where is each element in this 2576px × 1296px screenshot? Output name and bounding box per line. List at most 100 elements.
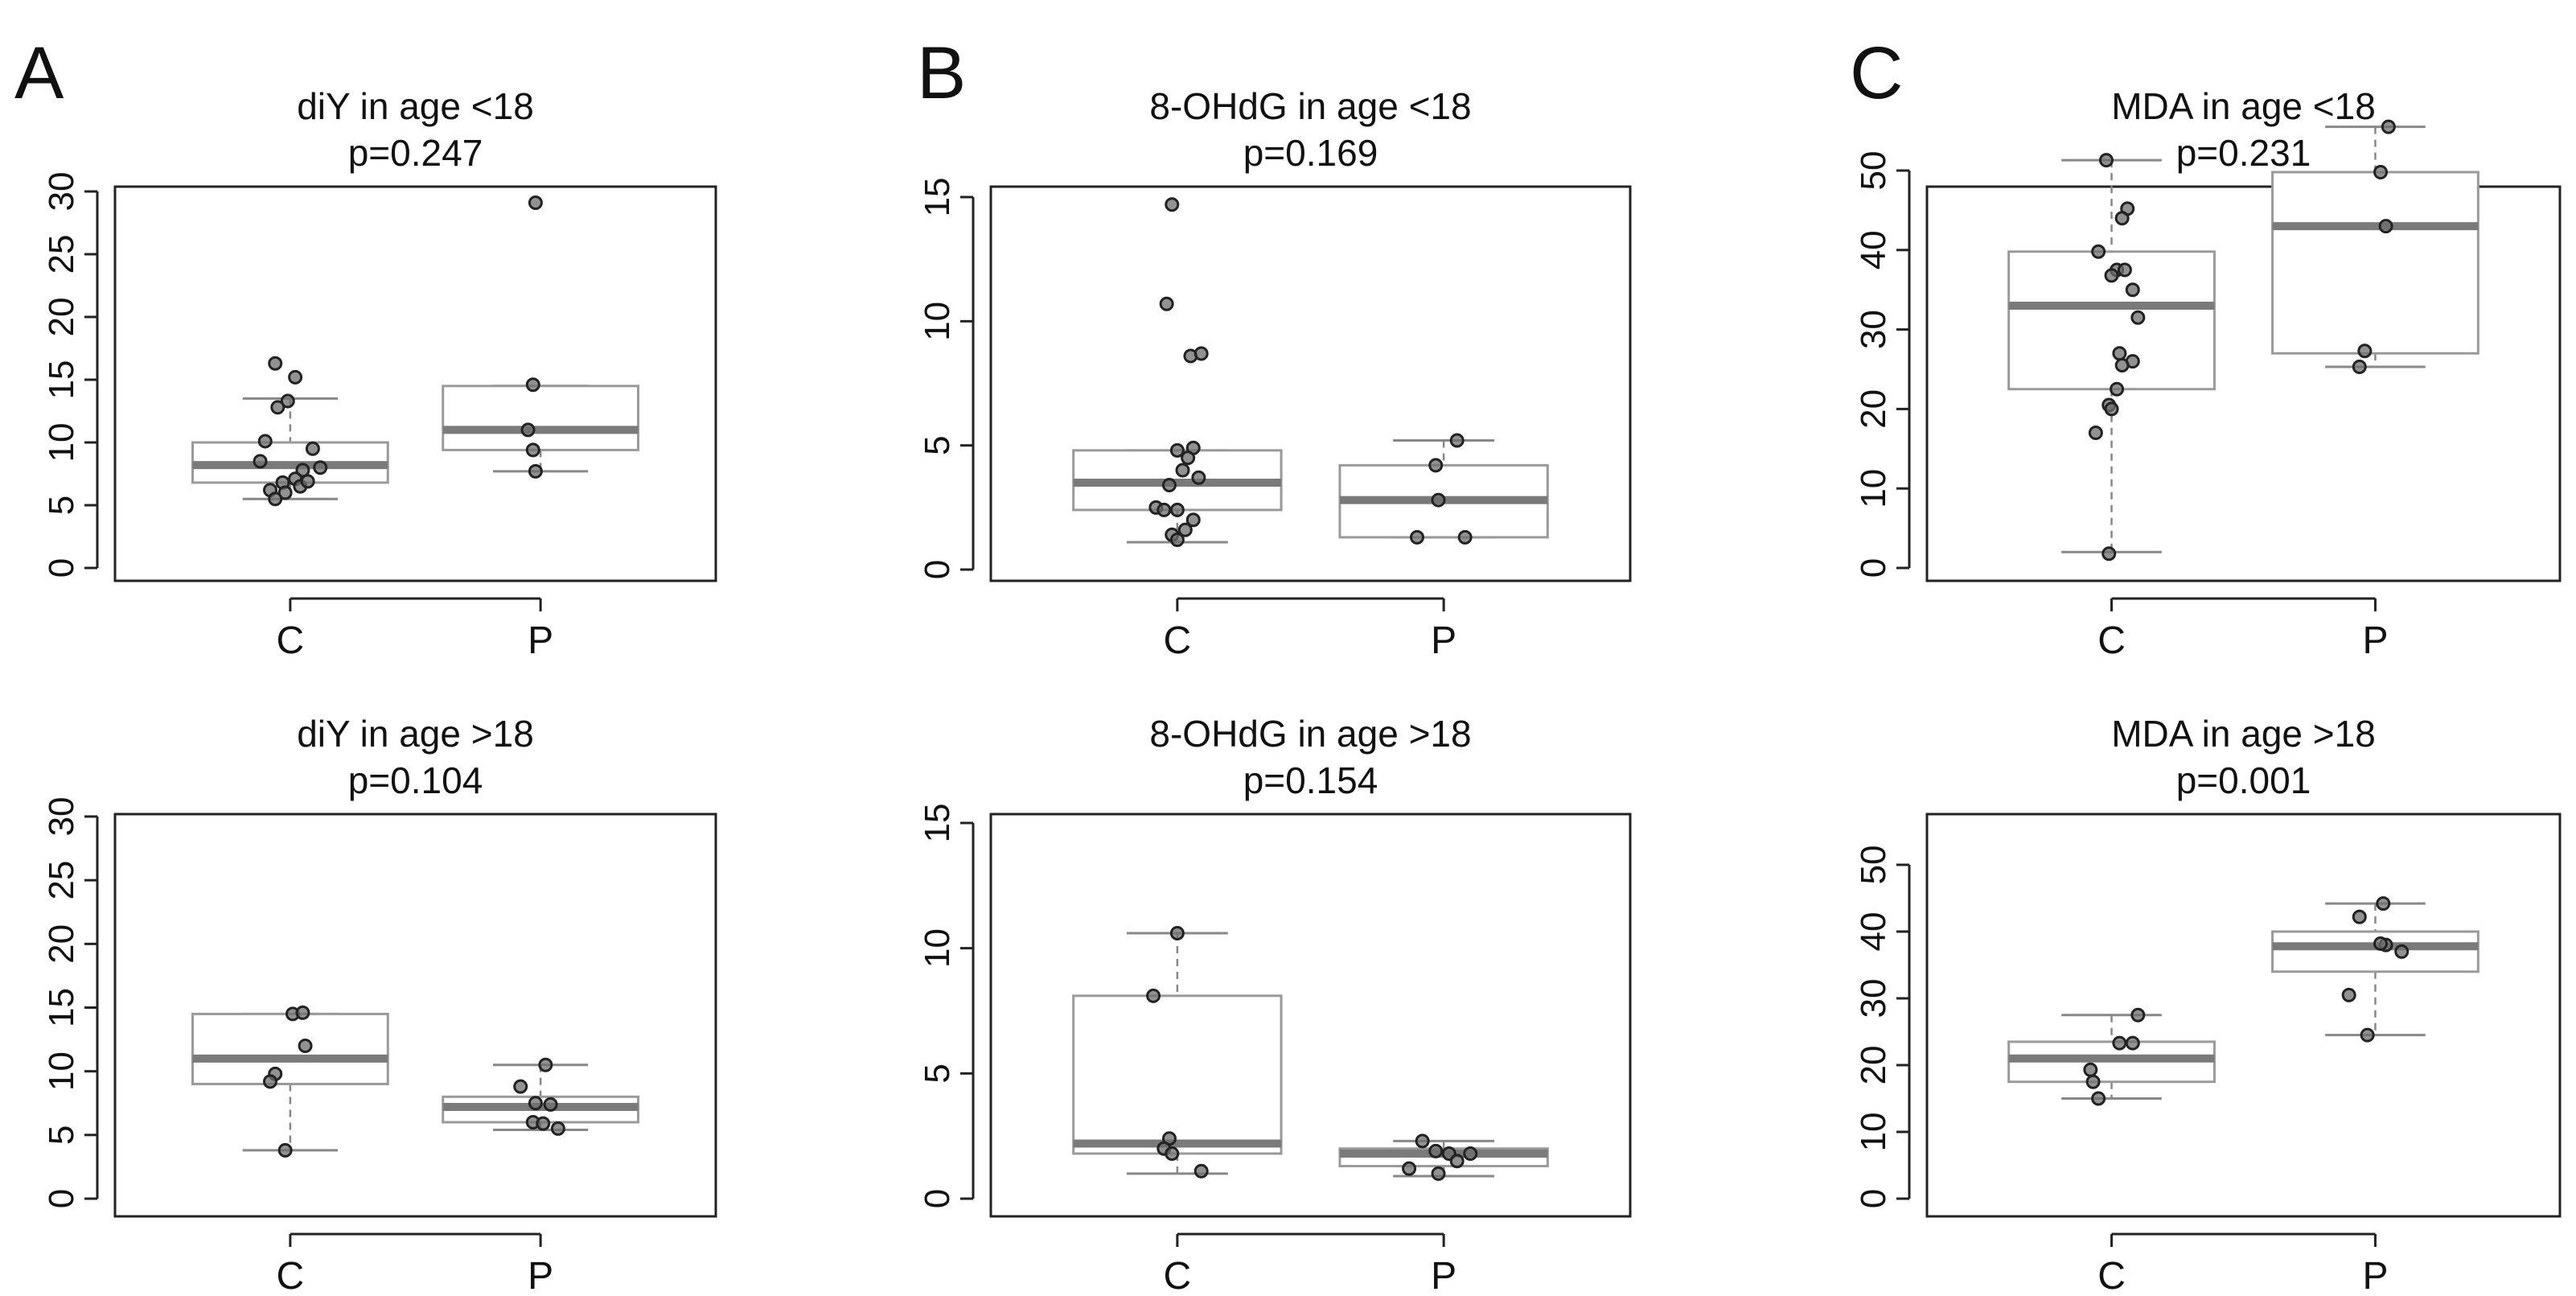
data-point bbox=[1431, 492, 1446, 508]
data-point bbox=[2114, 358, 2130, 373]
p-value: p=0.104 bbox=[348, 759, 483, 801]
data-point bbox=[2091, 1091, 2106, 1106]
data-point bbox=[1457, 529, 1473, 545]
y-tick-label: 15 bbox=[42, 360, 81, 400]
panel-letter-a: A bbox=[14, 32, 64, 114]
data-point bbox=[2091, 244, 2106, 259]
y-tick-label: 0 bbox=[918, 1189, 957, 1208]
group-c bbox=[191, 356, 389, 507]
boxplot-b-top: 8-OHdG in age <18 p=0.169 0 5 10 15 C P bbox=[918, 85, 1632, 662]
data-point bbox=[1410, 529, 1424, 545]
plot-frame bbox=[989, 813, 1632, 1218]
plot-frame bbox=[113, 185, 717, 582]
plot-frame bbox=[989, 185, 1632, 582]
data-point bbox=[313, 460, 328, 475]
y-tick-label: 30 bbox=[42, 172, 81, 212]
category-label: C bbox=[1164, 1255, 1192, 1296]
category-label: P bbox=[2362, 1255, 2388, 1296]
data-point bbox=[2381, 119, 2396, 134]
data-point bbox=[1194, 1163, 1209, 1179]
data-point bbox=[520, 422, 536, 438]
box-iqr bbox=[2271, 171, 2479, 355]
plot-frame bbox=[113, 813, 717, 1218]
data-point bbox=[2373, 936, 2389, 951]
y-tick-label: 15 bbox=[42, 988, 81, 1027]
data-point bbox=[280, 393, 295, 409]
data-point bbox=[528, 195, 543, 211]
plot-title: MDA in age >18 bbox=[2111, 713, 2376, 755]
data-point bbox=[2085, 1074, 2101, 1089]
data-point bbox=[2352, 360, 2367, 375]
boxplot-a-top: diY in age <18 p=0.247 0 5 10 15 20 25 30 C P bbox=[42, 85, 717, 662]
category-label: P bbox=[2362, 619, 2388, 662]
group-c bbox=[1072, 925, 1283, 1179]
data-point bbox=[1185, 512, 1201, 528]
boxplot-b-bottom: 8-OHdG in age >18p=0.154 0 5 10 15 C P bbox=[918, 713, 1632, 1296]
data-point bbox=[2125, 1035, 2140, 1051]
data-point bbox=[2130, 1007, 2146, 1022]
boxplot-c-bottom: MDA in age >18p=0.001 0 10 20 30 40 50 C P bbox=[1854, 713, 2562, 1296]
data-point bbox=[536, 1116, 551, 1131]
data-point bbox=[1165, 1146, 1180, 1161]
y-tick-label: 50 bbox=[1854, 845, 1893, 885]
y-tick-label: 10 bbox=[42, 423, 81, 463]
plot-title: MDA in age <18 bbox=[2111, 85, 2376, 127]
y-tick-label: 30 bbox=[42, 797, 81, 837]
data-point bbox=[528, 1096, 543, 1111]
group-c bbox=[191, 1005, 389, 1158]
y-tick-label: 10 bbox=[42, 1051, 81, 1091]
y-tick-label: 40 bbox=[1854, 912, 1893, 952]
group-c bbox=[2007, 1007, 2216, 1106]
boxplot-c-top: MDA in age <18 p=0.231 0 10 20 30 40 50 C P bbox=[1854, 85, 2562, 662]
data-point bbox=[513, 1079, 528, 1094]
box-iqr bbox=[442, 385, 640, 451]
plot-title: 8-OHdG in age <18 bbox=[1149, 85, 1471, 127]
data-point bbox=[2130, 310, 2146, 325]
data-point bbox=[270, 400, 286, 415]
data-point bbox=[2104, 401, 2119, 417]
data-point bbox=[298, 1039, 313, 1053]
y-tick-label: 0 bbox=[1854, 558, 1893, 578]
data-point bbox=[2360, 1027, 2375, 1043]
data-point bbox=[253, 454, 268, 469]
data-point bbox=[1402, 1161, 1417, 1176]
data-point bbox=[1169, 442, 1185, 458]
y-tick-label: 20 bbox=[42, 924, 81, 964]
data-point bbox=[543, 1096, 558, 1112]
data-point bbox=[1169, 502, 1185, 517]
y-tick-label: 25 bbox=[42, 235, 81, 274]
data-point bbox=[2114, 211, 2130, 226]
data-point bbox=[277, 1142, 293, 1158]
data-point bbox=[1194, 346, 1209, 361]
category-label: P bbox=[528, 619, 553, 662]
category-label: C bbox=[277, 619, 305, 662]
data-point bbox=[538, 1057, 553, 1072]
category-label: C bbox=[1164, 619, 1192, 662]
plot-title: 8-OHdG in age >18 bbox=[1149, 713, 1471, 755]
data-point bbox=[2117, 262, 2132, 278]
y-tick-label: 15 bbox=[918, 804, 957, 843]
data-point bbox=[1428, 1143, 1444, 1158]
p-value: p=0.001 bbox=[2176, 759, 2311, 801]
boxplot-a-bottom: diY in age >18p=0.104 0 5 10 15 20 25 30 C P bbox=[42, 713, 717, 1296]
data-point bbox=[295, 1005, 310, 1020]
y-tick-label: 5 bbox=[918, 435, 957, 455]
y-tick-label: 10 bbox=[1854, 469, 1893, 508]
p-value: p=0.154 bbox=[1243, 759, 1378, 801]
data-point bbox=[2341, 987, 2356, 1002]
group-p bbox=[2271, 119, 2479, 375]
data-point bbox=[1191, 470, 1206, 485]
data-point bbox=[2125, 282, 2140, 298]
data-point bbox=[1159, 296, 1174, 311]
data-point bbox=[1169, 925, 1185, 940]
group-p bbox=[1338, 433, 1549, 545]
y-tick-label: 20 bbox=[42, 298, 81, 337]
p-value: p=0.169 bbox=[1243, 132, 1378, 174]
data-point bbox=[257, 434, 273, 449]
category-label: P bbox=[1431, 619, 1456, 662]
data-point bbox=[2376, 896, 2391, 911]
data-point bbox=[1449, 1154, 1465, 1169]
y-tick-label: 20 bbox=[1854, 389, 1893, 429]
